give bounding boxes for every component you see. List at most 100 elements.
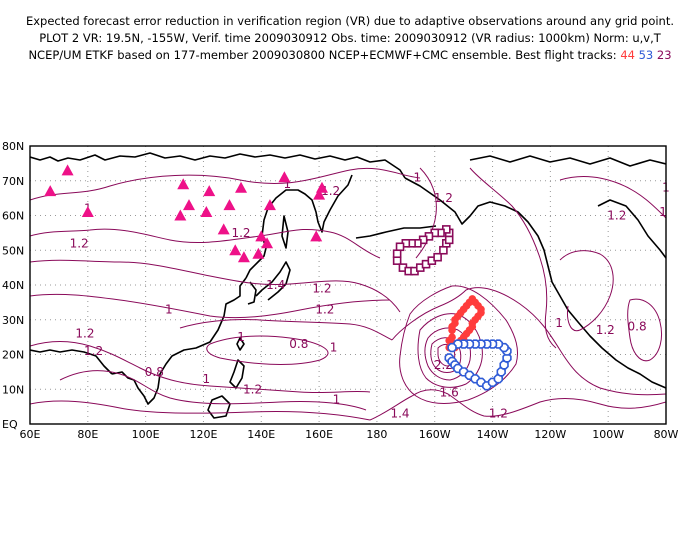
observation-triangle — [223, 199, 236, 211]
observation-triangle — [229, 244, 242, 256]
lon-label: 140W — [477, 428, 509, 441]
contour-line — [30, 400, 371, 421]
contour-line — [30, 167, 421, 201]
observation-triangle — [44, 185, 57, 197]
contour-label: 1.2 — [70, 236, 89, 250]
contour-label: 1.2 — [596, 323, 615, 337]
coast-japan — [255, 261, 291, 301]
grid-lines — [30, 146, 666, 424]
contour-line — [469, 167, 557, 349]
contour-label: 1.2 — [321, 184, 340, 198]
track-point-blue — [447, 342, 457, 353]
lon-label: 100W — [592, 428, 624, 441]
lat-label: 60N — [2, 210, 24, 223]
track-point-purple — [444, 235, 454, 245]
contour-line — [391, 287, 666, 396]
track-point-purple — [392, 249, 402, 259]
lat-label: 40N — [2, 279, 24, 292]
coast-borneo — [207, 395, 231, 419]
observation-triangle — [252, 247, 265, 259]
contour-label: 1 — [659, 205, 667, 219]
contour-label: 1.2 — [489, 407, 508, 421]
contour-line — [559, 176, 666, 219]
coast-hudson — [597, 199, 666, 259]
track-point-purple — [392, 256, 402, 265]
coast-sakhalin — [281, 215, 289, 249]
contour-label: 1.2 — [243, 382, 262, 396]
contour-label: 1.2 — [315, 302, 334, 316]
lon-label: 160W — [419, 428, 451, 441]
observation-triangle — [255, 230, 268, 242]
lat-label: 30N — [2, 314, 24, 327]
contour-label: 1 — [237, 330, 245, 344]
contour-line — [369, 389, 666, 421]
contour-lines — [30, 167, 666, 421]
lon-label: 180 — [366, 428, 387, 441]
observation-triangle — [235, 181, 248, 193]
contour-label: 1 — [203, 372, 211, 386]
contour-line — [415, 167, 437, 259]
track-point-purple — [433, 252, 442, 262]
observation-triangle — [313, 188, 326, 200]
contour-label: 1.2 — [312, 281, 331, 295]
contour-label: 1 — [414, 170, 422, 184]
lon-label: 160E — [305, 428, 333, 441]
observation-triangle — [183, 199, 195, 211]
track-point-purple — [439, 245, 448, 255]
observation-triangle — [203, 185, 216, 197]
observation-triangle — [177, 178, 190, 190]
contour-line — [179, 318, 393, 341]
contour-label: 1.4 — [266, 278, 285, 292]
observation-triangles — [44, 164, 328, 263]
flight-track-blue — [444, 339, 512, 391]
track-point-blue — [502, 353, 512, 363]
contour-line — [30, 341, 371, 394]
lat-label: 20N — [2, 349, 24, 362]
lon-label: 120E — [189, 428, 217, 441]
lon-label: 100E — [132, 428, 160, 441]
coast-okhotsk — [245, 207, 269, 279]
lat-label: 70N — [2, 175, 24, 188]
contour-label: 1.2 — [231, 226, 250, 240]
observation-triangle — [278, 171, 291, 183]
observation-triangle — [310, 230, 323, 242]
coast-india — [30, 349, 113, 375]
lon-label: 60E — [20, 428, 41, 441]
track-point-red — [448, 333, 456, 341]
header-ensemble-info: NCEP/UM ETKF based on 177-member 2009030… — [0, 48, 700, 63]
coast-philippines — [229, 359, 245, 389]
contour-line — [30, 259, 401, 313]
header-ensemble-text: NCEP/UM ETKF based on 177-member 2009030… — [28, 48, 621, 62]
contour-line — [559, 250, 614, 332]
contour-line — [206, 335, 329, 365]
map-frame — [29, 145, 667, 425]
contour-line — [417, 313, 483, 388]
flight-track-purple — [392, 225, 454, 276]
longitude-labels: 60E 80E 100E 120E 140E 160E 180 160W 140W 120W 100… — [20, 428, 679, 441]
contour-label: 1 — [333, 393, 341, 407]
header-plot-info: PLOT 2 VR: 19.5N, -155W, Verif. time 200… — [39, 31, 661, 45]
contour-label: 1.6 — [440, 386, 459, 400]
lon-label: 120W — [534, 428, 566, 441]
lon-label: 80W — [654, 428, 679, 441]
contour-label: 1.2 — [434, 191, 453, 205]
lat-label: 50N — [2, 244, 24, 257]
observation-triangle — [263, 199, 276, 211]
track-point-purple — [395, 242, 405, 252]
observation-triangle — [174, 209, 187, 221]
contour-label: 1 — [330, 341, 338, 355]
observation-triangle — [217, 223, 230, 235]
coast-alaska — [404, 177, 666, 389]
contour-label: 1 — [555, 316, 563, 330]
lon-label: 80E — [77, 428, 98, 441]
coast-china — [111, 277, 247, 405]
track-id-red: 44 — [620, 48, 635, 62]
contour-label: 0.8 — [628, 320, 647, 334]
contour-line — [59, 370, 367, 411]
lat-label: 80N — [2, 140, 24, 153]
contour-labels: 1 1 1.2 1.2 1.2 1 1 1 1.2 1.2 1.2 1.4 1.2 1 0.8 1 1.2 1.2… — [70, 170, 670, 420]
latitude-labels: 80N 70N 60N 50N 40N 30N 20N 10N EQ — [2, 140, 24, 431]
coastlines — [30, 152, 666, 419]
lat-label: EQ — [2, 418, 18, 431]
